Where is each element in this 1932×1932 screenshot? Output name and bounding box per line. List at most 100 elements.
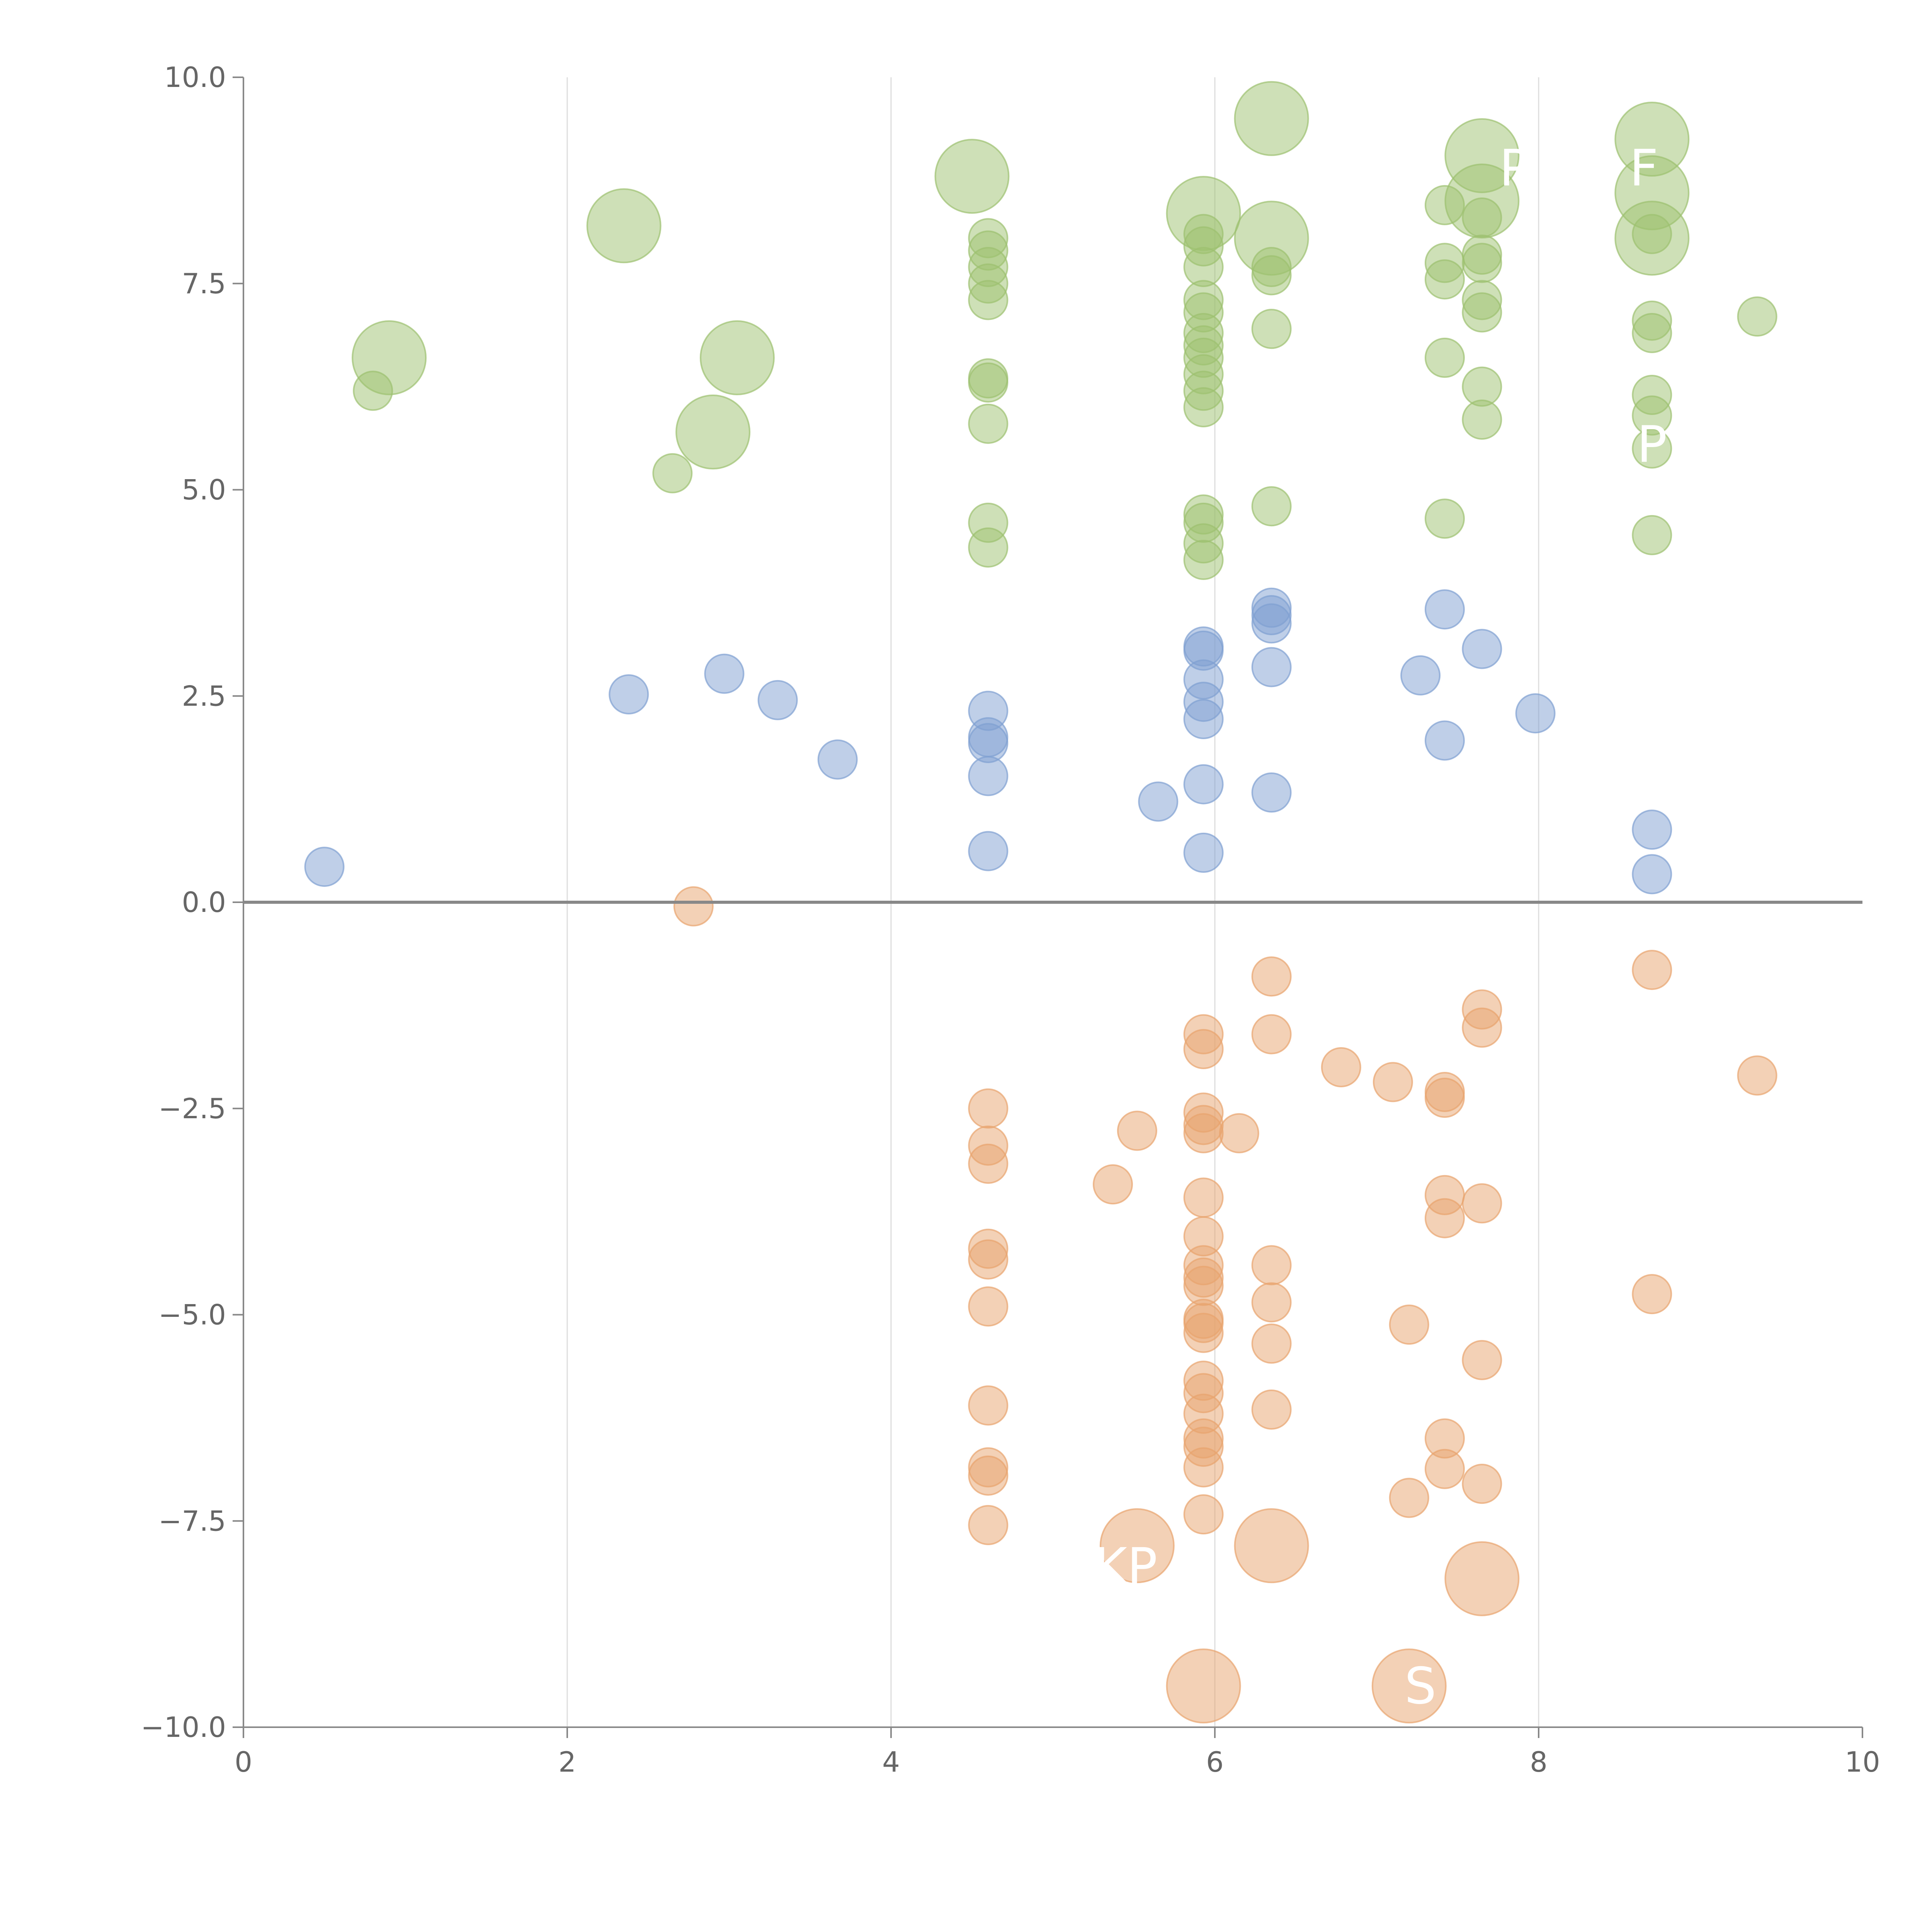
- data-point: [1183, 1313, 1224, 1353]
- x-tick-label: 10: [1845, 1746, 1880, 1778]
- data-point: [1183, 539, 1224, 580]
- data-points: [304, 81, 1777, 1724]
- x-tick-label: 8: [1530, 1746, 1548, 1778]
- data-point: [1251, 1282, 1292, 1323]
- data-point: [934, 139, 1010, 214]
- data-point: [699, 320, 775, 395]
- y-tick-label: −7.5: [158, 1505, 226, 1537]
- point-label: F: [1629, 139, 1658, 197]
- data-point: [968, 403, 1009, 444]
- point-label: P: [1499, 139, 1529, 197]
- data-point: [1093, 1164, 1133, 1205]
- data-point: [968, 362, 1009, 403]
- data-point: [1138, 781, 1179, 822]
- data-point: [1462, 629, 1502, 669]
- data-point: [757, 680, 798, 720]
- data-point: [1251, 1014, 1292, 1054]
- data-point: [1400, 655, 1441, 696]
- data-point: [1183, 1029, 1224, 1070]
- y-tick-label: 5.0: [182, 474, 226, 506]
- data-point: [1632, 428, 1672, 469]
- data-point: [1462, 1007, 1502, 1048]
- data-point: [1462, 197, 1502, 238]
- data-point: [1166, 1648, 1241, 1724]
- data-point: [1234, 1508, 1309, 1583]
- data-point: [673, 886, 714, 927]
- data-point: [1183, 832, 1224, 873]
- data-point: [1117, 1111, 1157, 1151]
- data-point: [968, 1505, 1009, 1545]
- data-point: [1424, 1077, 1465, 1118]
- data-point: [1424, 1449, 1465, 1489]
- data-point: [1183, 1447, 1224, 1488]
- data-point: [1371, 1648, 1447, 1724]
- data-point: [1462, 400, 1502, 440]
- data-point: [1251, 1245, 1292, 1286]
- axes: [243, 77, 1862, 1728]
- data-point: [1183, 699, 1224, 740]
- data-point: [1251, 1389, 1292, 1430]
- data-point: [1389, 1304, 1429, 1345]
- data-point: [1462, 1183, 1502, 1224]
- data-point: [586, 188, 662, 264]
- point-label: P: [1637, 415, 1667, 474]
- x-tick-label: 2: [558, 1746, 576, 1778]
- y-tick-label: −2.5: [158, 1092, 226, 1125]
- data-point: [1632, 1274, 1672, 1315]
- data-point: [1462, 1340, 1502, 1380]
- data-point: [1515, 693, 1556, 734]
- data-point: [1183, 1177, 1224, 1218]
- data-point: [1424, 589, 1465, 630]
- data-point: [1462, 1464, 1502, 1504]
- data-point: [968, 527, 1009, 568]
- data-point: [1632, 810, 1672, 850]
- data-point: [1737, 1055, 1777, 1096]
- point-label: S: [1405, 1656, 1437, 1715]
- data-point: [968, 831, 1009, 871]
- data-point: [1424, 185, 1465, 225]
- data-point: [652, 453, 693, 493]
- data-point: [1099, 1508, 1175, 1583]
- x-axis-ticks: 0 2 4 6 8 10: [235, 1727, 1880, 1778]
- data-point: [1632, 313, 1672, 353]
- point-label: O: [1560, 139, 1599, 197]
- y-tick-label: 2.5: [182, 680, 226, 712]
- x-tick-label: 0: [235, 1746, 252, 1778]
- data-point: [1424, 259, 1465, 300]
- point-label: KP: [1094, 1537, 1158, 1596]
- data-point: [1737, 296, 1777, 337]
- data-point: [968, 1455, 1009, 1496]
- data-point: [817, 739, 858, 780]
- data-point: [1632, 515, 1672, 555]
- data-point: [968, 1286, 1009, 1327]
- data-point: [1632, 854, 1672, 895]
- data-point: [1183, 1494, 1224, 1535]
- data-point: [1251, 486, 1292, 527]
- data-point: [1219, 1113, 1259, 1153]
- data-point: [1424, 498, 1465, 539]
- x-tick-label: 4: [882, 1746, 900, 1778]
- y-tick-label: −5.0: [158, 1299, 226, 1331]
- data-point: [1251, 603, 1292, 644]
- data-point: [1251, 255, 1292, 296]
- data-point: [968, 1088, 1009, 1129]
- data-point: [1321, 1047, 1361, 1087]
- data-point: [1183, 387, 1224, 427]
- data-point: [968, 756, 1009, 796]
- data-point: [1614, 201, 1690, 276]
- data-point: [1251, 647, 1292, 687]
- data-point: [1424, 1198, 1465, 1238]
- data-point: [353, 371, 393, 411]
- data-point: [1251, 309, 1292, 349]
- y-tick-label: 7.5: [182, 267, 226, 300]
- data-point: [1183, 764, 1224, 804]
- data-point: [1462, 243, 1502, 283]
- data-point: [968, 1143, 1009, 1184]
- y-tick-label: 10.0: [164, 61, 226, 94]
- data-point: [1389, 1478, 1429, 1518]
- data-point: [1251, 1323, 1292, 1364]
- data-point: [1462, 292, 1502, 333]
- data-point: [1632, 950, 1672, 990]
- data-point: [1372, 1062, 1413, 1102]
